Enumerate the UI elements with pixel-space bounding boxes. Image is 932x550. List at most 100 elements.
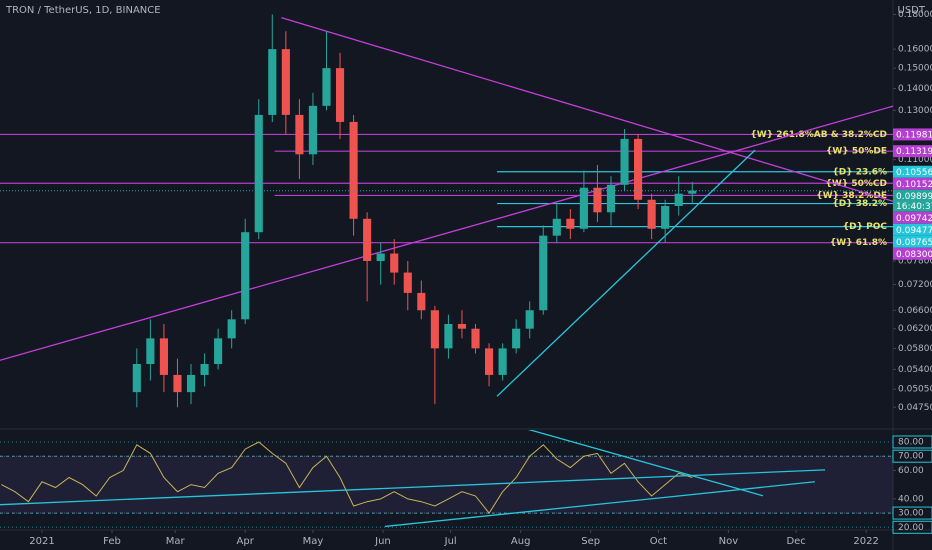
y-tick-label: 0.11000	[898, 155, 932, 165]
candle-body	[593, 187, 602, 213]
rsi-tick-label: 60.00	[898, 466, 924, 476]
price-box	[893, 223, 932, 236]
rsi-trendline	[528, 430, 764, 497]
y-tick-label: 0.16000	[898, 45, 932, 55]
y-tick-label: 0.05800	[898, 344, 932, 354]
x-tick-label: Aug	[511, 536, 531, 547]
level-label: {D} 23.6%	[832, 167, 887, 177]
axes: 2021 Feb Mar Apr May Jun Jul Aug Sep Oct Nov Dec 202…	[29, 10, 932, 547]
candle-body	[335, 68, 345, 122]
candle-body	[403, 272, 412, 293]
candle-body	[186, 374, 196, 393]
trendline	[281, 17, 893, 202]
price-box	[893, 211, 932, 224]
rsi-tick-label: 70.00	[898, 452, 924, 462]
candle-body	[512, 328, 521, 349]
candle-body	[363, 218, 372, 261]
candle-body	[390, 253, 399, 273]
x-tick-label: Jul	[444, 536, 457, 547]
price-box-label: 0.09477	[896, 226, 932, 236]
candle-body	[268, 49, 277, 115]
level-label: {W} 38.2%DE	[816, 191, 887, 201]
candle-body	[444, 323, 453, 349]
x-tick-label: 2021	[29, 536, 54, 547]
price-box-label: 0.09899	[896, 192, 932, 202]
candle-body	[132, 364, 141, 393]
candle-body	[322, 68, 331, 106]
candle-body	[688, 190, 697, 194]
x-tick-label: Feb	[103, 536, 121, 547]
countdown: 16:40:37	[896, 202, 932, 212]
level-label: {W} 261.8%AB & 38.2%CD	[750, 130, 887, 140]
candle-body	[254, 114, 263, 233]
rsi-tick-label: 20.00	[898, 523, 924, 533]
level-label: {D} 38.2%	[832, 199, 887, 209]
candle-body	[552, 218, 561, 236]
level-label: {W} 50%DE	[826, 147, 887, 157]
candle-body	[620, 138, 629, 185]
rsi-pane	[0, 430, 893, 528]
trendline	[496, 149, 756, 397]
y-tick-label: 0.07200	[898, 280, 932, 290]
candle-body	[241, 232, 250, 320]
y-tick-label: 0.07800	[898, 256, 932, 266]
x-tick-label: Apr	[237, 536, 255, 547]
price-box	[893, 235, 932, 248]
rsi-tick-label: 40.00	[898, 494, 924, 504]
y-tick-label: 0.15000	[898, 64, 932, 74]
rsi-tick-label: 30.00	[898, 509, 924, 519]
price-box	[893, 247, 932, 260]
rsi-level-box	[892, 506, 932, 520]
candle-body	[159, 338, 168, 375]
y-tick-label: 0.13000	[898, 106, 932, 116]
rsi-trendline	[0, 469, 826, 506]
price-box	[893, 145, 932, 158]
candle-body	[525, 310, 534, 329]
candle-body	[647, 199, 656, 229]
candle-body	[281, 49, 290, 115]
candle-body	[349, 121, 358, 219]
y-tick-label: 0.04750	[898, 403, 932, 413]
price-box	[893, 128, 932, 141]
candle-body	[539, 235, 548, 311]
candle-body	[606, 184, 616, 213]
y-tick-label: 0.05050	[898, 385, 932, 395]
candle-body	[308, 105, 318, 155]
rsi-tick-label: 80.00	[898, 437, 924, 447]
y-tick-label: 0.14000	[898, 84, 932, 94]
level-label: {W} 61.8%	[830, 238, 887, 248]
price-box-label: 0.09742	[896, 214, 932, 224]
x-tick-label: Sep	[581, 536, 600, 547]
y-tick-label: 0.05400	[898, 365, 932, 375]
candle-body	[457, 323, 467, 329]
price-box	[893, 165, 932, 178]
price-box-label: 0.10556	[896, 168, 932, 178]
price-box-label: 0.11319	[896, 147, 932, 157]
price-box-label: 0.08300	[896, 250, 932, 260]
candle-body	[484, 348, 494, 375]
rsi-trendline	[384, 481, 815, 528]
y-tick-label: 0.06200	[898, 324, 932, 334]
candle-body	[430, 310, 439, 349]
candle-body	[674, 193, 683, 206]
y-tick-label: 0.18000	[898, 10, 932, 20]
price-box-label: 0.08765	[896, 238, 932, 248]
rsi-band	[0, 456, 893, 514]
x-tick-label: Mar	[166, 536, 186, 547]
trendline	[0, 105, 893, 361]
candle-body	[146, 338, 155, 365]
level-label: {W} 50%CD	[826, 179, 888, 189]
currency: USDT	[898, 5, 926, 16]
rsi-level-box	[892, 449, 932, 463]
price-box-label: 0.10152	[896, 180, 932, 190]
candle-body	[200, 364, 209, 375]
price-box	[893, 177, 932, 190]
rsi-level-box	[892, 520, 932, 534]
candle-body	[173, 374, 182, 393]
candle-body	[498, 348, 507, 375]
x-tick-label: Jun	[374, 536, 391, 547]
candle-body	[566, 218, 575, 229]
candle-body	[634, 138, 643, 200]
